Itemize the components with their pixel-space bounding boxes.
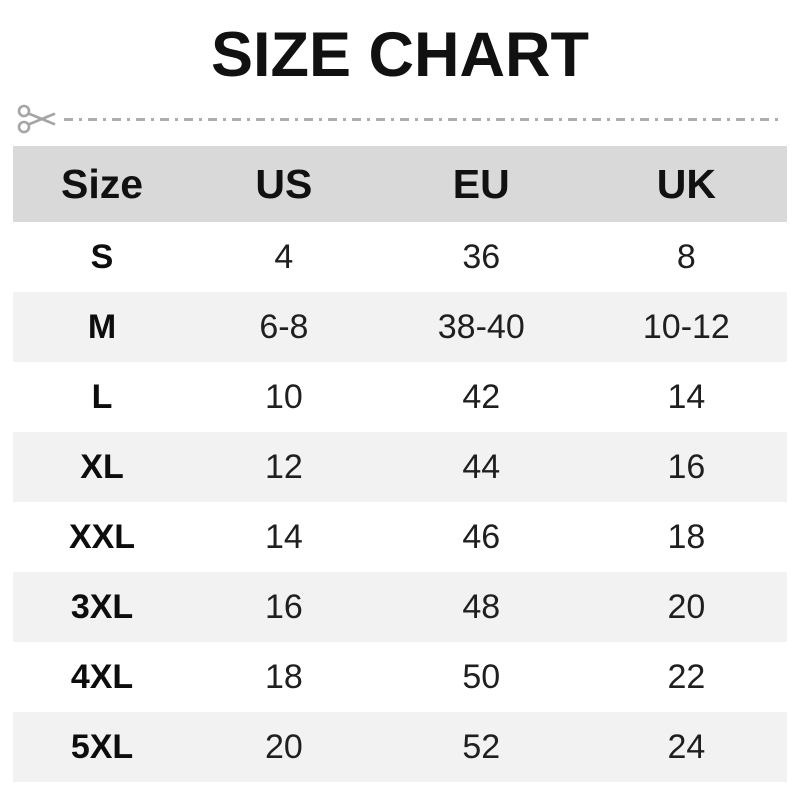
value-cell: 18 [667, 517, 706, 556]
value-cell: 38-40 [437, 307, 525, 346]
value-cell: 16 [264, 587, 303, 626]
size-cell: 3XL [70, 587, 134, 626]
value-cell: 48 [462, 587, 501, 626]
table-row: L 10 42 14 [13, 362, 787, 432]
header-row: Size US EU UK [13, 146, 787, 223]
size-cell: XL [80, 447, 124, 486]
value-cell: 24 [667, 727, 706, 766]
value-cell: 50 [462, 657, 501, 696]
column-header-us: US [191, 146, 377, 223]
cut-line [16, 100, 784, 138]
size-cell: M [87, 307, 117, 346]
size-cell: XXL [68, 517, 136, 556]
value-cell: 22 [667, 657, 706, 696]
size-cell: S [90, 237, 114, 276]
value-cell: 6-8 [259, 307, 309, 346]
size-cell: 4XL [70, 657, 134, 696]
table-row: 3XL 16 48 20 [13, 572, 787, 643]
page-title: SIZE CHART [211, 20, 589, 90]
scissors-icon [16, 101, 60, 137]
value-cell: 10 [264, 377, 303, 416]
table-row: XXL 14 46 18 [13, 502, 787, 572]
value-cell: 12 [264, 447, 303, 486]
size-cell: L [91, 377, 113, 416]
value-cell: 10-12 [642, 307, 730, 346]
value-cell: 20 [667, 587, 706, 626]
value-cell: 14 [667, 377, 706, 416]
value-cell: 44 [462, 447, 501, 486]
size-table-body: S 4 36 8 M 6-8 38-40 10-12 L 10 42 14 XL 12 44 16 XXL 14 4… [13, 222, 787, 783]
table-row: XL 12 44 16 [13, 432, 787, 503]
value-cell: 36 [462, 237, 501, 276]
column-header-size: Size [13, 146, 192, 223]
table-row: 4XL 18 50 22 [13, 642, 787, 712]
size-chart-table: Size US EU UK S 4 36 8 M 6-8 38-40 10-12 L 10 42 14… [13, 146, 787, 783]
column-header-uk: UK [585, 146, 787, 223]
table-row: M 6-8 38-40 10-12 [13, 292, 787, 363]
value-cell: 20 [264, 727, 303, 766]
value-cell: 16 [667, 447, 706, 486]
value-cell: 42 [462, 377, 501, 416]
value-cell: 46 [462, 517, 501, 556]
column-header-eu: EU [376, 146, 586, 223]
value-cell: 18 [264, 657, 303, 696]
value-cell: 14 [264, 517, 303, 556]
value-cell: 8 [676, 237, 696, 276]
value-cell: 4 [274, 237, 294, 276]
table-row: S 4 36 8 [13, 222, 787, 292]
table-row: 5XL 20 52 24 [13, 712, 787, 783]
value-cell: 52 [462, 727, 501, 766]
size-cell: 5XL [70, 727, 134, 766]
dashed-cut-rule [64, 117, 784, 121]
